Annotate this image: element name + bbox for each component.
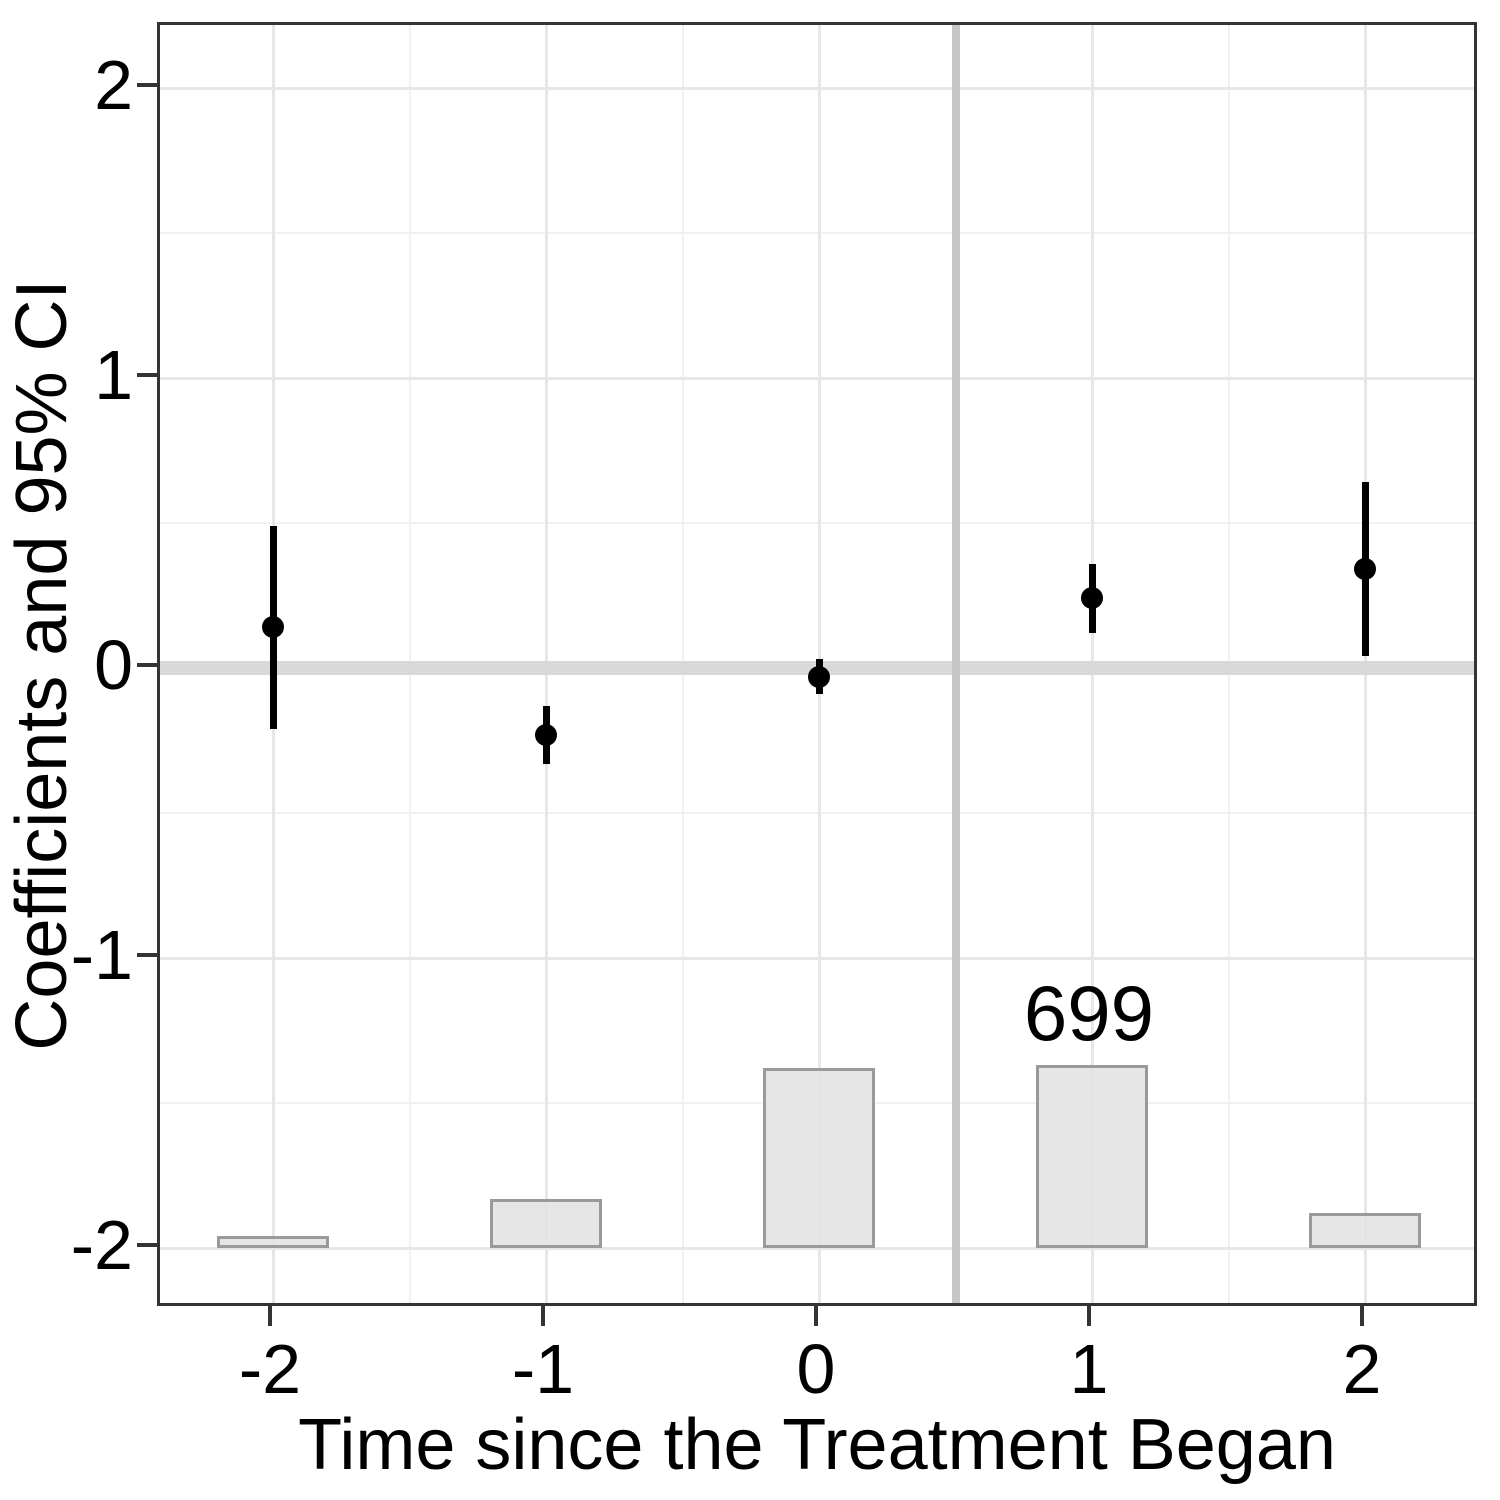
coefficient-point — [808, 665, 830, 688]
gridline-major-h — [160, 86, 1474, 90]
x-axis-tick-mark — [268, 1306, 272, 1326]
coefficient-point — [1354, 558, 1376, 581]
gridline-major-h — [160, 956, 1474, 960]
bar-count-label: 699 — [1023, 969, 1155, 1057]
y-axis-tick-label: 2 — [94, 46, 133, 124]
x-axis-tick-label: -1 — [511, 1330, 575, 1408]
gridline-major-h — [160, 376, 1474, 380]
gridline-minor-h — [160, 232, 1474, 234]
observation-count-bar — [763, 1068, 875, 1248]
x-axis-tick-label: 0 — [796, 1330, 836, 1408]
y-axis-tick-label: 1 — [94, 336, 133, 414]
coefficient-point — [535, 723, 557, 746]
x-axis-title: Time since the Treatment Began — [298, 1405, 1336, 1485]
y-axis-tick-mark — [137, 1243, 157, 1247]
y-axis-tick-mark — [137, 83, 157, 87]
observation-count-bar — [217, 1236, 329, 1248]
x-axis-tick-mark — [1360, 1306, 1364, 1326]
coefficient-point — [1081, 587, 1103, 610]
coefficient-point — [262, 616, 284, 639]
y-axis-tick-mark — [137, 373, 157, 377]
x-axis-tick-label: 2 — [1342, 1330, 1382, 1408]
gridline-minor-h — [160, 522, 1474, 524]
x-axis-tick-mark — [541, 1306, 545, 1326]
treatment-start-line — [951, 25, 960, 1303]
gridline-major-h — [160, 1246, 1474, 1250]
x-axis-tick-label: 1 — [1069, 1330, 1109, 1408]
x-axis-tick-mark — [814, 1306, 818, 1326]
gridline-minor-h — [160, 812, 1474, 814]
observation-count-bar — [1309, 1213, 1421, 1248]
plot-panel — [157, 22, 1477, 1306]
y-axis-tick-label: 0 — [94, 626, 133, 704]
y-axis-tick-label: -2 — [70, 1206, 133, 1284]
x-axis-tick-label: -2 — [238, 1330, 302, 1408]
observation-count-bar — [1036, 1065, 1148, 1248]
x-axis-tick-mark — [1087, 1306, 1091, 1326]
y-axis-tick-label: -1 — [70, 916, 133, 994]
y-axis-tick-mark — [137, 953, 157, 957]
observation-count-bar — [490, 1199, 602, 1248]
y-axis-tick-mark — [137, 663, 157, 667]
